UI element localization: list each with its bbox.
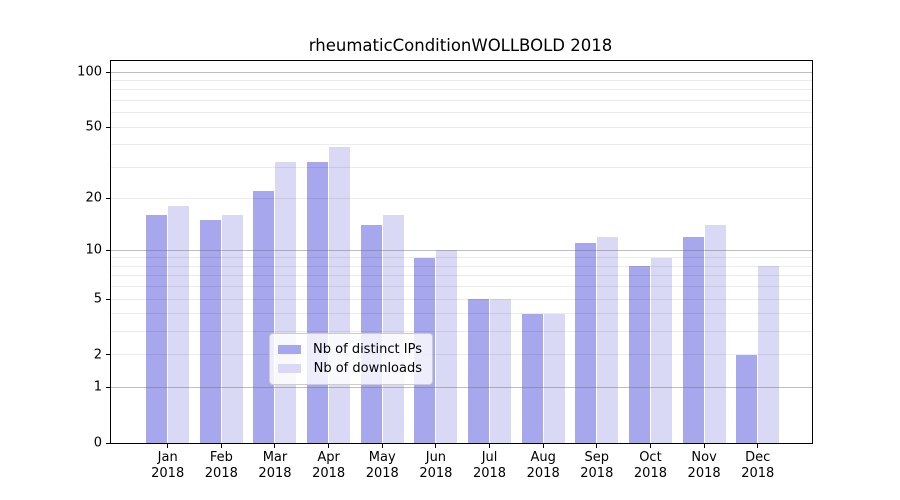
- y-tick-label-1: 1: [93, 379, 102, 395]
- x-tick-label-feb: Feb 2018: [204, 450, 238, 481]
- legend-item-downloads: Nb of downloads: [278, 359, 422, 378]
- x-tick-oct: [649, 443, 651, 448]
- bar-may-downloads: [382, 215, 404, 443]
- y-tick-label-100: 100: [77, 64, 102, 80]
- minor-gridline-60: [111, 112, 812, 114]
- y-tick-label-0: 0: [93, 435, 102, 451]
- x-tick-dec: [757, 443, 759, 448]
- x-tick-label-nov: Nov 2018: [687, 450, 721, 481]
- minor-gridline-5: [111, 298, 812, 300]
- bar-dec-ips: [736, 354, 758, 443]
- x-tick-may: [381, 443, 383, 448]
- x-tick-label-dec: Dec 2018: [741, 450, 775, 481]
- legend-item-distinct-ips: Nb of distinct IPs: [278, 340, 422, 359]
- y-tick-label-2: 2: [93, 347, 102, 363]
- bar-aug-ips: [521, 313, 543, 443]
- bar-jan-ips: [146, 215, 168, 443]
- y-tick-0: [106, 442, 111, 444]
- y-tick-label-50: 50: [85, 119, 102, 135]
- bar-apr-downloads: [329, 146, 351, 443]
- bar-feb-downloads: [221, 215, 243, 443]
- bar-sep-downloads: [597, 236, 619, 443]
- legend-swatch-distinct-ips: [278, 345, 301, 354]
- bar-aug-downloads: [543, 313, 565, 443]
- bar-sep-ips: [575, 243, 597, 443]
- bar-jun-downloads: [436, 250, 458, 443]
- bar-dec-downloads: [758, 266, 780, 443]
- y-tick-20: [106, 197, 111, 199]
- y-tick-5: [106, 298, 111, 300]
- legend: Nb of distinct IPs Nb of downloads: [269, 333, 433, 385]
- legend-label-distinct-ips: Nb of distinct IPs: [313, 342, 422, 357]
- y-tick-100: [106, 71, 111, 73]
- y-tick-10: [106, 249, 111, 251]
- plot-area: 0 1 2 5 10 20 50 100 Jan 2018 Feb 2018 Mar 2018 Apr 201…: [77, 60, 813, 481]
- bar-mar-ips: [253, 191, 275, 443]
- minor-gridline-80: [111, 89, 812, 91]
- bar-nov-ips: [682, 236, 704, 443]
- x-tick-label-oct: Oct 2018: [633, 450, 667, 481]
- minor-gridline-7: [111, 275, 812, 277]
- bar-nov-downloads: [704, 225, 726, 443]
- chart-title: rheumaticConditionWOLLBOLD 2018: [308, 36, 613, 55]
- minor-gridline-70: [111, 99, 812, 101]
- major-gridline-100: [111, 71, 812, 73]
- minor-gridline-40: [111, 144, 812, 146]
- minor-gridline-20: [111, 197, 812, 199]
- minor-gridline-30: [111, 166, 812, 168]
- x-tick-mar: [274, 443, 276, 448]
- x-tick-label-apr: Apr 2018: [312, 450, 346, 481]
- major-gridline-10: [111, 249, 812, 251]
- minor-gridline-90: [111, 80, 812, 81]
- y-tick-2: [106, 354, 111, 356]
- y-tick-label-5: 5: [93, 291, 102, 307]
- bar-mar-downloads: [275, 162, 297, 443]
- x-tick-label-jul: Jul 2018: [472, 450, 507, 481]
- y-tick-label-10: 10: [85, 242, 102, 258]
- x-tick-jul: [489, 443, 491, 448]
- x-tick-label-jan: Jan 2018: [151, 450, 185, 481]
- minor-gridline-50: [111, 126, 812, 128]
- bar-oct-downloads: [650, 257, 672, 443]
- x-tick-sep: [596, 443, 598, 448]
- y-tick-label-20: 20: [85, 190, 102, 206]
- x-tick-label-jun: Jun 2018: [419, 450, 453, 481]
- x-tick-nov: [703, 443, 705, 448]
- x-tick-apr: [328, 443, 330, 448]
- bar-jul-ips: [468, 299, 490, 443]
- minor-gridline-2: [111, 354, 812, 356]
- minor-gridline-9: [111, 257, 812, 259]
- minor-gridline-4: [111, 313, 812, 315]
- x-tick-label-sep: Sep 2018: [580, 450, 614, 481]
- x-tick-label-mar: Mar 2018: [258, 450, 292, 481]
- x-tick-feb: [220, 443, 222, 448]
- bar-feb-ips: [199, 220, 221, 443]
- bar-apr-ips: [307, 162, 329, 443]
- bar-oct-ips: [628, 266, 650, 443]
- x-tick-jan: [167, 443, 169, 448]
- minor-gridline-6: [111, 286, 812, 288]
- x-tick-aug: [542, 443, 544, 448]
- bar-jan-downloads: [168, 206, 190, 443]
- minor-gridline-8: [111, 265, 812, 267]
- y-tick-1: [106, 386, 111, 388]
- legend-label-downloads: Nb of downloads: [313, 361, 422, 376]
- bar-jul-downloads: [490, 299, 512, 443]
- y-tick-50: [106, 126, 111, 128]
- x-tick-label-aug: Aug 2018: [526, 450, 560, 481]
- major-gridline-1: [111, 386, 812, 388]
- minor-gridline-3: [111, 331, 812, 333]
- x-tick-jun: [435, 443, 437, 448]
- x-tick-label-may: May 2018: [365, 450, 399, 481]
- legend-swatch-downloads: [278, 364, 301, 373]
